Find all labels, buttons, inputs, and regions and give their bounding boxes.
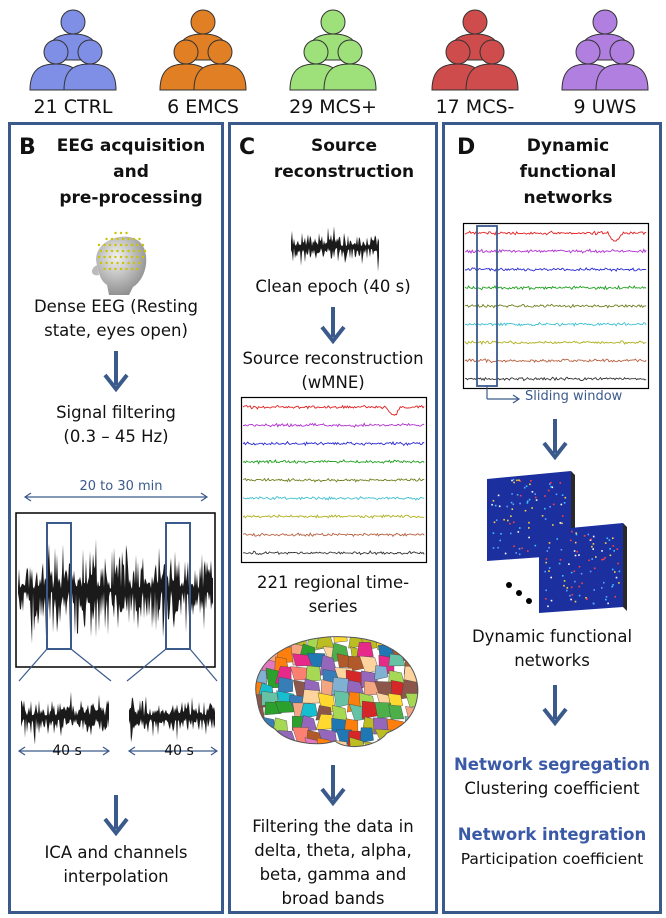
groups-icons: [29, 9, 649, 91]
dense-eeg-line2: state, eyes open): [44, 321, 188, 340]
clean-epoch-label: Clean epoch (40 s): [255, 277, 411, 296]
participation-coefficient-text: Participation coefficient: [460, 850, 644, 868]
ica-text: ICA and channels interpolation: [11, 841, 221, 889]
filtering-bands-line2: delta, theta, alpha,: [254, 841, 412, 860]
sliding-window-label: Sliding window: [525, 389, 623, 404]
duration-label: 20 to 30 min: [79, 479, 163, 494]
source-recon-text: Source reconstruction (wMNE): [231, 347, 435, 395]
timeseries-trace: [464, 230, 647, 242]
raw-eeg-figure: [15, 492, 219, 756]
arrow-down-icon: [103, 351, 129, 393]
filtering-bands-text: Filtering the data in delta, theta, alph…: [231, 815, 435, 911]
source-recon-line2: (wMNE): [301, 373, 365, 392]
panel-eeg-acquisition: B EEG acquisition and pre-processing Den…: [8, 122, 224, 914]
dense-eeg-text: Dense EEG (Resting state, eyes open): [11, 295, 221, 343]
people-group-icon: [159, 9, 247, 91]
dense-eeg-line1: Dense EEG (Resting: [33, 297, 199, 316]
panel-d-title: Dynamic functional networks: [473, 133, 663, 211]
timeseries-trace: [464, 303, 647, 309]
people-group-icon: [431, 9, 519, 91]
timeseries-trace: [464, 284, 647, 291]
group-label-mcs-minus: 17 MCS-: [435, 96, 515, 118]
timeseries-trace: [242, 440, 425, 447]
timeseries-trace: [242, 550, 425, 556]
dfn-line2: networks: [514, 651, 590, 670]
timeseries-trace: [242, 404, 425, 416]
group-label-emcs: 6 EMCS: [167, 96, 239, 118]
regional-timeseries-text: 221 regional time- series: [231, 571, 435, 619]
connectivity-matrices-figure: [487, 471, 627, 613]
panel-c-title: Source reconstruction: [259, 133, 429, 185]
regional-timeseries-line1: 221 regional time-: [256, 573, 410, 592]
panel-c-title-line1: Source: [310, 136, 378, 156]
network-integration-title: Network integration: [457, 825, 647, 844]
panel-dynamic-networks: D Dynamic functional networks Sliding wi…: [442, 122, 662, 914]
people-group-icon: [289, 9, 377, 91]
filtering-bands-line1: Filtering the data in: [252, 817, 414, 836]
signal-filtering-line2: (0.3 – 45 Hz): [63, 427, 169, 446]
sliding-window-figure: [462, 222, 650, 404]
people-group-icon: [29, 9, 117, 91]
timeseries-trace: [464, 321, 647, 327]
timeseries-trace: [242, 532, 425, 538]
dfn-line1: Dynamic functional: [471, 627, 633, 646]
timeseries-trace: [464, 266, 647, 272]
eeg-head-icon: [91, 231, 147, 295]
filtering-bands-line3: beta, gamma and: [259, 865, 407, 884]
group-label-ctrl: 21 CTRL: [33, 96, 113, 118]
regional-timeseries-figure: [240, 396, 428, 564]
timeseries-trace: [242, 514, 425, 520]
panel-d-title-line1: Dynamic: [526, 136, 610, 156]
filtering-bands-line4: broad bands: [281, 889, 385, 908]
panel-b-title-line2: and: [113, 162, 149, 182]
arrow-down-icon: [542, 685, 568, 727]
panel-c-title-line2: reconstruction: [273, 162, 415, 182]
ica-line1: ICA and channels: [44, 843, 188, 862]
epoch-left-label: 40 s: [52, 743, 82, 759]
brain-atlas-icon: [255, 636, 419, 748]
arrow-down-icon: [103, 795, 129, 837]
timeseries-trace: [464, 340, 647, 346]
regional-timeseries-line2: series: [308, 597, 358, 616]
timeseries-trace: [242, 477, 425, 483]
timeseries-trace: [464, 358, 647, 364]
timeseries-trace: [464, 248, 647, 255]
panel-d-title-line2: functional networks: [519, 162, 617, 208]
group-label-uws: 9 UWS: [573, 96, 637, 118]
panel-letter-b: B: [19, 135, 36, 160]
source-recon-line1: Source reconstruction: [242, 349, 424, 368]
clustering-coefficient-text: Clustering coefficient: [464, 779, 640, 798]
arrow-down-icon: [542, 419, 568, 461]
panel-letter-d: D: [457, 135, 476, 160]
timeseries-trace: [242, 459, 425, 465]
panel-letter-c: C: [239, 135, 256, 160]
group-label-mcs-plus: 29 MCS+: [289, 96, 377, 118]
panel-b-title-line1: EEG acquisition: [56, 136, 206, 156]
timeseries-trace: [243, 422, 425, 428]
dfn-text: Dynamic functional networks: [445, 625, 659, 673]
panel-b-title: EEG acquisition and pre-processing: [41, 133, 221, 211]
epoch-right-label: 40 s: [164, 743, 194, 759]
signal-filtering-line1: Signal filtering: [56, 403, 176, 422]
network-segregation-title: Network segregation: [453, 755, 651, 774]
timeseries-trace: [465, 376, 647, 382]
arrow-down-icon: [320, 307, 346, 345]
panel-b-title-line3: pre-processing: [59, 188, 203, 208]
arrow-down-icon: [320, 765, 346, 807]
timeseries-trace: [242, 495, 425, 501]
signal-filtering-text: Signal filtering (0.3 – 45 Hz): [11, 401, 221, 449]
people-group-icon: [561, 9, 649, 91]
panel-source-reconstruction: C Source reconstruction Clean epoch (40 …: [228, 122, 438, 914]
clean-epoch-figure: [291, 226, 379, 272]
ica-line2: interpolation: [63, 867, 169, 886]
